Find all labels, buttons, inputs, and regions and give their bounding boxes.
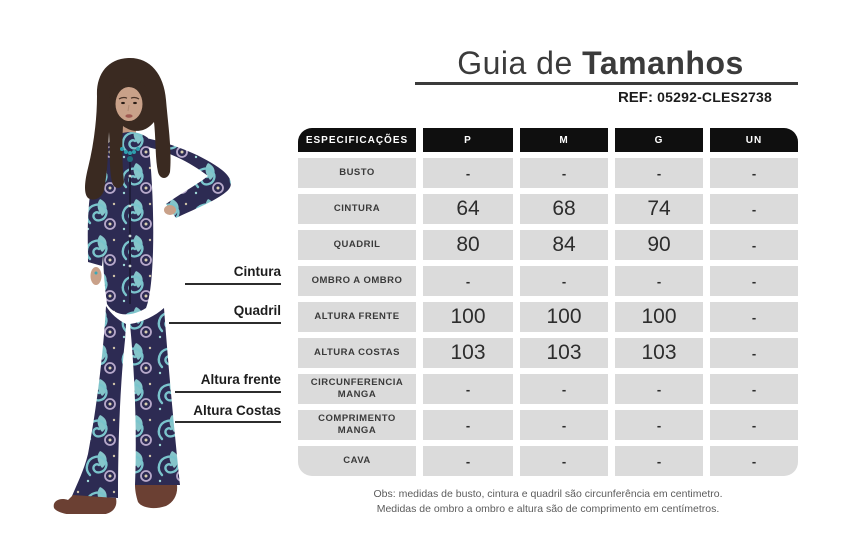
- cell-cava-m: -: [520, 446, 608, 476]
- row-label-busto: BUSTO: [298, 158, 416, 188]
- cell-altura-costas-un: -: [710, 338, 798, 368]
- product-reference: REF: 05292-CLES2738: [590, 89, 800, 106]
- model-hand-left: [90, 267, 102, 285]
- model-face: [115, 87, 143, 121]
- measurement-note: Obs: medidas de busto, cintura e quadril…: [298, 487, 798, 517]
- model-pants: [72, 306, 180, 498]
- row-label-altura-frente: ALTURA FRENTE: [298, 302, 416, 332]
- model-boots: [53, 485, 178, 514]
- title-underline: [415, 82, 798, 85]
- ref-value: 05292-CLES2738: [657, 89, 773, 105]
- annotation-label-altura-costas: Altura Costas: [193, 403, 281, 418]
- annotation-line-altura-costas: [175, 421, 281, 423]
- row-label-altura-costas: ALTURA COSTAS: [298, 338, 416, 368]
- model-face-features: [118, 96, 140, 118]
- model-hair: [85, 58, 171, 200]
- cell-ombro-p: -: [423, 266, 513, 296]
- cell-circunferencia-manga-p: -: [423, 374, 513, 404]
- cell-cava-p: -: [423, 446, 513, 476]
- column-header-un: UN: [710, 128, 798, 152]
- column-header-m: M: [520, 128, 608, 152]
- cell-altura-costas-m: 103: [520, 338, 608, 368]
- model-hair-fringe: [109, 78, 149, 98]
- model-photo: [53, 58, 231, 514]
- cell-altura-costas-g: 103: [615, 338, 703, 368]
- cell-cava-g: -: [615, 446, 703, 476]
- cell-circunferencia-manga-un: -: [710, 374, 798, 404]
- cell-cintura-p: 64: [423, 194, 513, 224]
- cell-quadril-p: 80: [423, 230, 513, 260]
- row-label-circunferencia-manga: CIRCUNFERENCIA MANGA: [298, 374, 416, 404]
- cell-cintura-m: 68: [520, 194, 608, 224]
- row-label-cintura: CINTURA: [298, 194, 416, 224]
- cell-cintura-g: 74: [615, 194, 703, 224]
- cell-ombro-m: -: [520, 266, 608, 296]
- cell-comprimento-manga-m: -: [520, 410, 608, 440]
- row-label-ombro-a-ombro: OMBRO A OMBRO: [298, 266, 416, 296]
- page-title: Guia de Tamanhos: [403, 45, 798, 82]
- measurement-note-line1: Obs: medidas de busto, cintura e quadril…: [373, 488, 723, 500]
- size-table: ESPECIFICAÇÕES P M G UN BUSTO - - - - CI…: [298, 128, 798, 476]
- ref-label: REF:: [617, 89, 653, 106]
- cell-altura-frente-m: 100: [520, 302, 608, 332]
- model-necklace: [120, 147, 140, 162]
- cell-busto-un: -: [710, 158, 798, 188]
- column-header-p: P: [423, 128, 513, 152]
- cell-quadril-g: 90: [615, 230, 703, 260]
- annotation-line-quadril: [169, 322, 281, 324]
- column-header-especificacoes: ESPECIFICAÇÕES: [298, 128, 416, 152]
- cell-comprimento-manga-p: -: [423, 410, 513, 440]
- cell-circunferencia-manga-m: -: [520, 374, 608, 404]
- cell-cintura-un: -: [710, 194, 798, 224]
- cell-cava-un: -: [710, 446, 798, 476]
- cell-ombro-un: -: [710, 266, 798, 296]
- annotation-label-cintura: Cintura: [233, 264, 281, 279]
- cell-quadril-un: -: [710, 230, 798, 260]
- row-label-cava: CAVA: [298, 446, 416, 476]
- cell-altura-frente-g: 100: [615, 302, 703, 332]
- page-title-bold: Tamanhos: [582, 45, 744, 81]
- page-title-regular: Guia de: [457, 45, 573, 81]
- cell-altura-frente-p: 100: [423, 302, 513, 332]
- annotation-line-cintura: [185, 283, 281, 285]
- cell-comprimento-manga-un: -: [710, 410, 798, 440]
- cell-altura-frente-un: -: [710, 302, 798, 332]
- cell-altura-costas-p: 103: [423, 338, 513, 368]
- cell-busto-g: -: [615, 158, 703, 188]
- annotation-label-altura-frente: Altura frente: [200, 372, 281, 387]
- cell-circunferencia-manga-g: -: [615, 374, 703, 404]
- cell-quadril-m: 84: [520, 230, 608, 260]
- annotation-label-quadril: Quadril: [233, 303, 281, 318]
- cell-ombro-g: -: [615, 266, 703, 296]
- row-label-quadril: QUADRIL: [298, 230, 416, 260]
- cell-busto-p: -: [423, 158, 513, 188]
- measurement-note-line2: Medidas de ombro a ombro e altura são de…: [376, 503, 720, 516]
- annotation-line-altura-frente: [175, 391, 281, 393]
- column-header-g: G: [615, 128, 703, 152]
- model-hand-right: [164, 205, 176, 215]
- model-ring: [94, 271, 98, 275]
- cell-busto-m: -: [520, 158, 608, 188]
- row-label-comprimento-manga: COMPRIMENTO MANGA: [298, 410, 416, 440]
- cell-comprimento-manga-g: -: [615, 410, 703, 440]
